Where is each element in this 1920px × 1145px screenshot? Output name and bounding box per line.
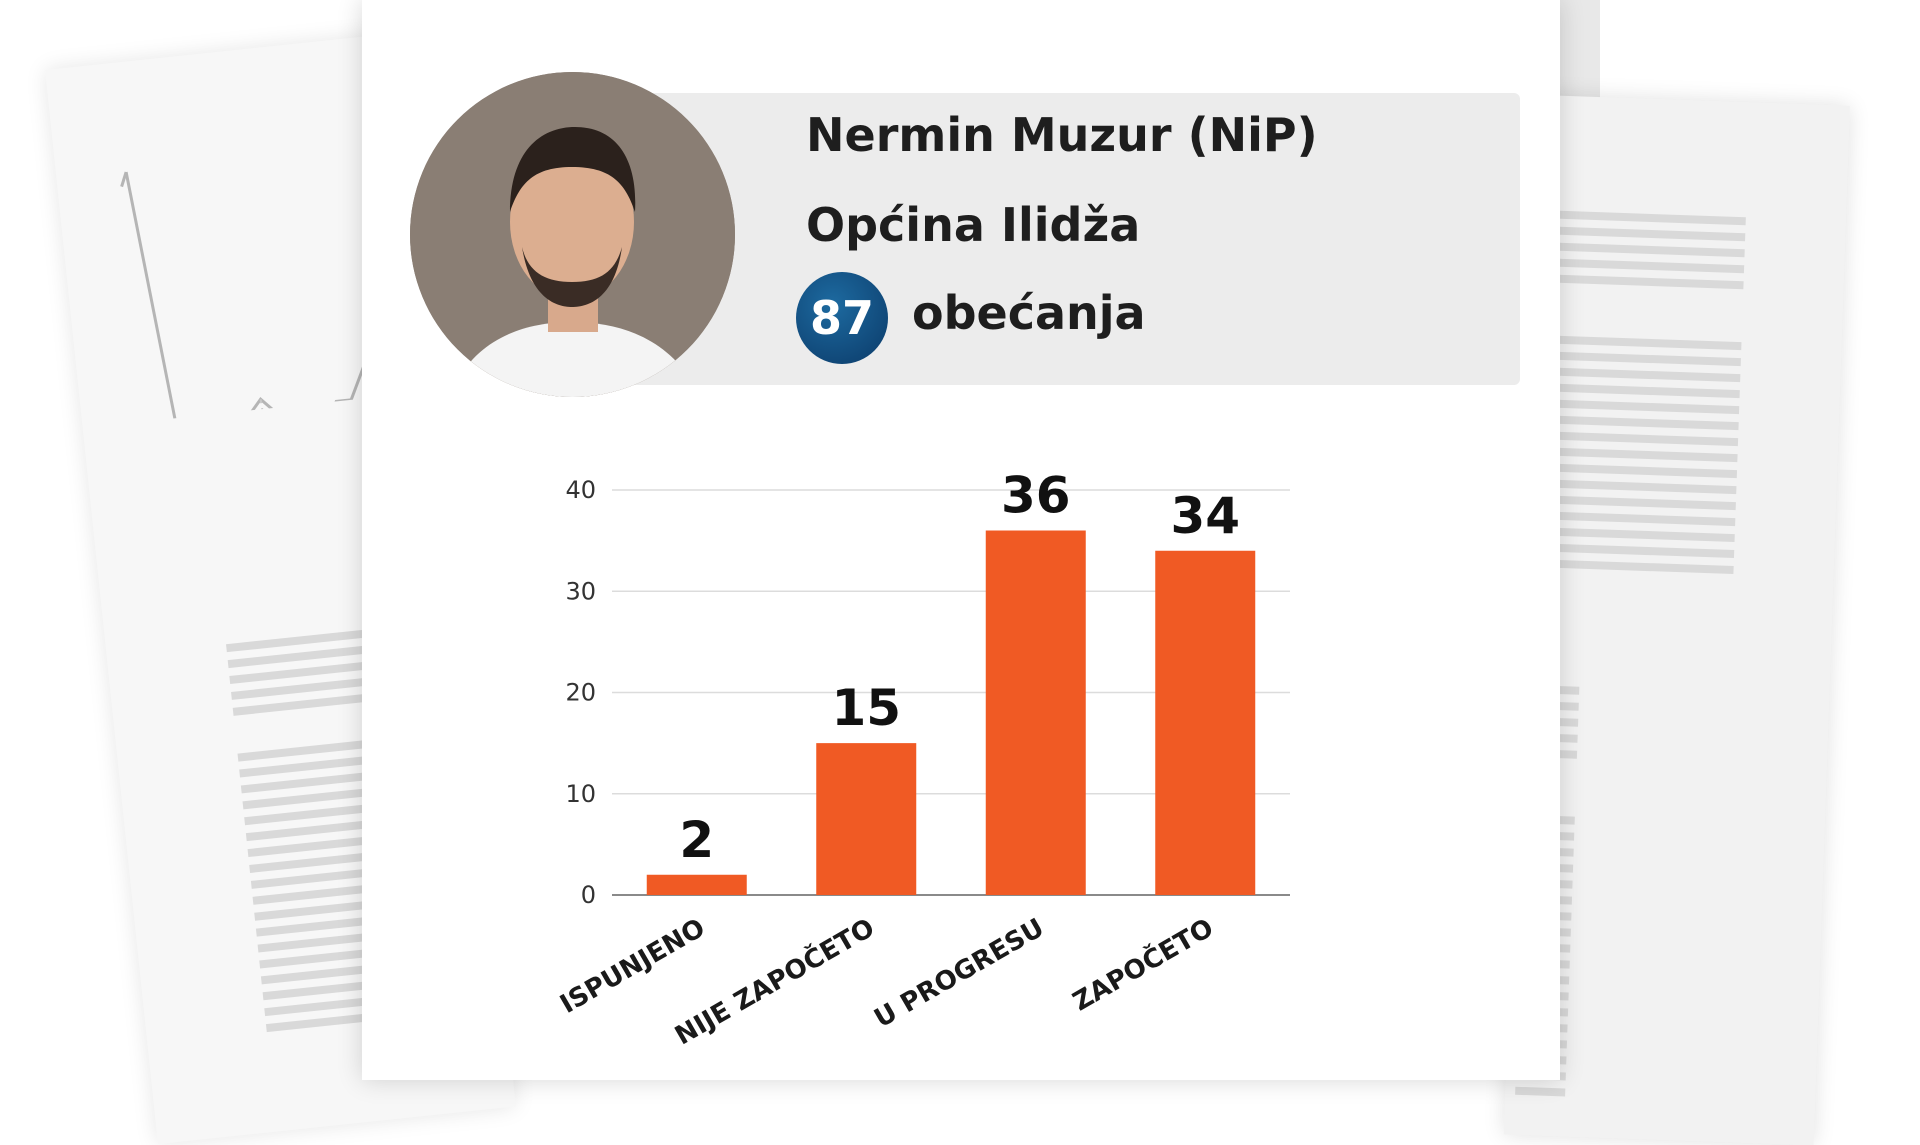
bar [1155,550,1256,895]
bar-value-label: 34 [1170,487,1240,545]
x-category-label: ZAPOČETO [1067,911,1219,1017]
y-tick-label: 0 [581,881,596,909]
politician-avatar [410,72,735,397]
y-tick-label: 20 [565,679,596,707]
y-tick-label: 10 [565,780,596,808]
bar [646,874,747,895]
bar-value-label: 2 [679,811,714,869]
y-tick-label: 30 [565,577,596,605]
bar [985,530,1086,895]
bar [816,743,917,895]
promises-count-badge: 87 [796,272,888,364]
person-portrait-icon [410,72,735,397]
x-category-label: ISPUNJENO [555,913,710,1020]
bar-value-label: 36 [1001,467,1071,525]
bar-value-label: 15 [831,679,901,737]
x-category-label: U PROGRESU [869,913,1049,1034]
promises-label: obećanja [912,286,1146,340]
politician-name: Nermin Muzur (NiP) [806,108,1318,162]
y-tick-label: 40 [565,476,596,504]
municipality-name: Općina Ilidža [806,198,1141,252]
